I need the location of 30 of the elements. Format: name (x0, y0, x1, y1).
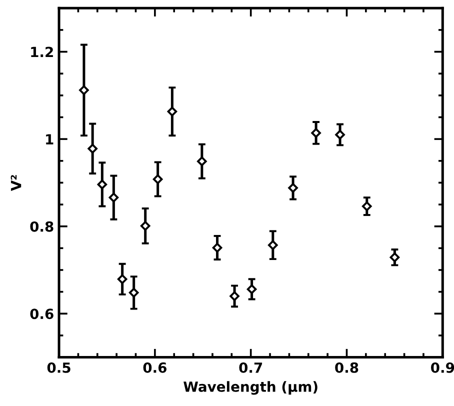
point (79, 85, 89, 96)
point (390, 252, 400, 262)
point (152, 174, 163, 184)
x-tick-label: 0.5 (47, 362, 70, 373)
x-tick-label: 0.9 (431, 362, 454, 373)
point (246, 284, 257, 294)
point (167, 106, 178, 116)
y-tick-label: 1.2 (31, 46, 53, 58)
x-tick-label: 0.6 (143, 362, 166, 373)
point (362, 201, 372, 212)
point (140, 221, 150, 231)
point (288, 183, 298, 193)
y-tick-label: 0.8 (30, 221, 54, 232)
x-axis-title: Wavelength (μm) (184, 381, 318, 395)
point (230, 291, 240, 302)
y-tick-label: 1 (46, 134, 54, 144)
point (335, 130, 345, 140)
point (128, 288, 139, 298)
point (197, 156, 207, 166)
point (97, 180, 108, 190)
point (311, 128, 321, 138)
x-tick-label: 0.8 (335, 362, 358, 373)
point (108, 192, 119, 202)
point (212, 242, 222, 253)
point (117, 274, 128, 284)
y-tick-label: 0.6 (30, 308, 54, 320)
point (268, 240, 278, 250)
x-tick-label: 0.7 (239, 362, 262, 373)
point (88, 144, 98, 154)
y-axis-title: V² (10, 175, 22, 192)
